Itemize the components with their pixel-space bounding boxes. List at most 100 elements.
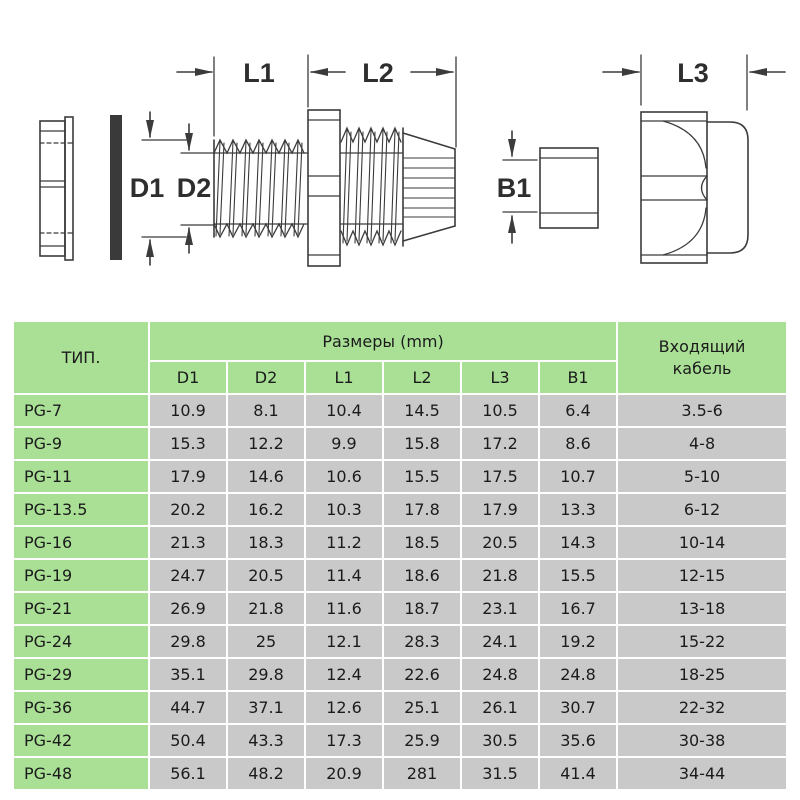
type-cell: PG-9 [14, 428, 148, 459]
value-cell: 281 [384, 758, 460, 789]
table-row: PG-42 50.4 43.3 17.3 25.9 30.5 35.6 30-3… [14, 725, 787, 756]
value-cell: 12.6 [306, 692, 382, 723]
value-cell: 26.1 [462, 692, 538, 723]
value-cell: 10.6 [306, 461, 382, 492]
table-row: PG-19 24.7 20.5 11.4 18.6 21.8 15.5 12-1… [14, 560, 787, 591]
value-cell: 24.8 [540, 659, 617, 690]
value-cell: 25.9 [384, 725, 460, 756]
l1-label: L1 [243, 58, 275, 88]
value-cell: 48.2 [228, 758, 304, 789]
value-cell: 15.3 [150, 428, 226, 459]
type-cell: PG-13.5 [14, 494, 148, 525]
cable-column-header: Входящий кабель [618, 322, 787, 393]
value-cell: 8.1 [228, 395, 304, 426]
cable-cell: 3.5-6 [618, 395, 787, 426]
value-cell: 16.7 [540, 593, 617, 624]
table-row: PG-11 17.9 14.6 10.6 15.5 17.5 10.7 5-10 [14, 461, 787, 492]
cable-cell: 13-18 [618, 593, 787, 624]
col-header-d2: D2 [228, 362, 304, 393]
value-cell: 31.5 [462, 758, 538, 789]
value-cell: 29.8 [150, 626, 226, 657]
value-cell: 10.7 [540, 461, 617, 492]
col-header-l2: L2 [384, 362, 460, 393]
value-cell: 24.7 [150, 560, 226, 591]
cable-cell: 10-14 [618, 527, 787, 558]
sizes-group-header: Размеры (mm) [150, 322, 617, 360]
type-cell: PG-48 [14, 758, 148, 789]
value-cell: 12.2 [228, 428, 304, 459]
value-cell: 26.9 [150, 593, 226, 624]
value-cell: 22.6 [384, 659, 460, 690]
value-cell: 15.8 [384, 428, 460, 459]
type-cell: PG-36 [14, 692, 148, 723]
value-cell: 28.3 [384, 626, 460, 657]
value-cell: 20.2 [150, 494, 226, 525]
d1-label: D1 [130, 173, 165, 203]
type-cell: PG-29 [14, 659, 148, 690]
value-cell: 18.7 [384, 593, 460, 624]
value-cell: 10.3 [306, 494, 382, 525]
type-column-header: ТИП. [14, 322, 148, 393]
table-row: PG-36 44.7 37.1 12.6 25.1 26.1 30.7 22-3… [14, 692, 787, 723]
d2-dimension: D2 [177, 123, 216, 254]
value-cell: 15.5 [384, 461, 460, 492]
value-cell: 14.5 [384, 395, 460, 426]
table-row: PG-9 15.3 12.2 9.9 15.8 17.2 8.6 4-8 [14, 428, 787, 459]
l3-dimension: L3 [602, 54, 786, 111]
value-cell: 21.3 [150, 527, 226, 558]
table-row: PG-24 29.8 25 12.1 28.3 24.1 19.2 15-22 [14, 626, 787, 657]
cable-cell: 6-12 [618, 494, 787, 525]
value-cell: 30.5 [462, 725, 538, 756]
value-cell: 29.8 [228, 659, 304, 690]
d2-label: D2 [177, 173, 212, 203]
value-cell: 17.2 [462, 428, 538, 459]
table-row: PG-7 10.9 8.1 10.4 14.5 10.5 6.4 3.5-6 [14, 395, 787, 426]
seal-side-view [539, 147, 599, 229]
value-cell: 50.4 [150, 725, 226, 756]
value-cell: 35.1 [150, 659, 226, 690]
value-cell: 56.1 [150, 758, 226, 789]
table-row: PG-29 35.1 29.8 12.4 22.6 24.8 24.8 18-2… [14, 659, 787, 690]
value-cell: 44.7 [150, 692, 226, 723]
table-row: PG-21 26.9 21.8 11.6 18.7 23.1 16.7 13-1… [14, 593, 787, 624]
value-cell: 19.2 [540, 626, 617, 657]
col-header-b1: B1 [540, 362, 617, 393]
gasket-side-view [110, 115, 122, 260]
cable-cell: 4-8 [618, 428, 787, 459]
b1-dimension: B1 [497, 130, 538, 244]
l3-label: L3 [677, 58, 709, 88]
locknut-side-view [39, 116, 74, 261]
value-cell: 30.7 [540, 692, 617, 723]
table-row: PG-48 56.1 48.2 20.9 281 31.5 41.4 34-44 [14, 758, 787, 789]
value-cell: 43.3 [228, 725, 304, 756]
d1-dimension: D1 [130, 111, 187, 266]
value-cell: 9.9 [306, 428, 382, 459]
value-cell: 35.6 [540, 725, 617, 756]
value-cell: 25 [228, 626, 304, 657]
value-cell: 10.9 [150, 395, 226, 426]
type-cell: PG-24 [14, 626, 148, 657]
cable-cell: 34-44 [618, 758, 787, 789]
cable-cell: 12-15 [618, 560, 787, 591]
value-cell: 25.1 [384, 692, 460, 723]
value-cell: 8.6 [540, 428, 617, 459]
col-header-l3: L3 [462, 362, 538, 393]
col-header-d1: D1 [150, 362, 226, 393]
cable-gland-diagram: D1 D2 L1 L2 [39, 54, 786, 267]
col-header-l1: L1 [306, 362, 382, 393]
value-cell: 21.8 [462, 560, 538, 591]
value-cell: 17.9 [462, 494, 538, 525]
cable-cell: 5-10 [618, 461, 787, 492]
l2-label: L2 [362, 58, 394, 88]
l1-dimension: L1 [176, 54, 346, 137]
value-cell: 20.9 [306, 758, 382, 789]
value-cell: 24.8 [462, 659, 538, 690]
value-cell: 18.5 [384, 527, 460, 558]
value-cell: 23.1 [462, 593, 538, 624]
gland-body-drawing [213, 109, 456, 267]
value-cell: 16.2 [228, 494, 304, 525]
type-cell: PG-11 [14, 461, 148, 492]
cap-nut-side-view [640, 111, 749, 264]
cable-cell: 15-22 [618, 626, 787, 657]
value-cell: 20.5 [228, 560, 304, 591]
